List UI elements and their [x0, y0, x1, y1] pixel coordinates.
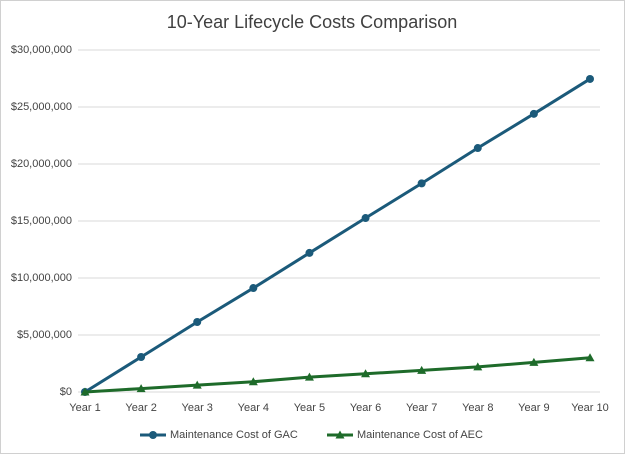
legend-label: Maintenance Cost of AEC	[357, 429, 483, 441]
legend-marker	[149, 431, 157, 439]
y-tick-label: $15,000,000	[11, 215, 72, 227]
x-tick-label: Year 2	[125, 402, 156, 414]
x-tick-label: Year 4	[238, 402, 269, 414]
data-point	[136, 384, 146, 393]
data-point	[361, 214, 370, 223]
x-tick-label: Year 7	[406, 402, 437, 414]
data-point	[417, 365, 427, 374]
data-point	[305, 248, 314, 257]
x-tick-label: Year 10	[571, 402, 609, 414]
y-tick-label: $5,000,000	[17, 329, 72, 341]
data-point	[529, 109, 538, 118]
data-point	[304, 372, 314, 381]
x-tick-label: Year 9	[518, 402, 549, 414]
chart-title: 10-Year Lifecycle Costs Comparison	[167, 12, 457, 32]
data-point	[585, 353, 595, 362]
data-point	[137, 353, 146, 362]
y-tick-label: $30,000,000	[11, 44, 72, 56]
data-point	[361, 369, 371, 378]
data-point	[529, 357, 539, 366]
x-tick-label: Year 3	[182, 402, 213, 414]
x-tick-label: Year 8	[462, 402, 493, 414]
series-line	[84, 77, 591, 394]
x-tick-label: Year 1	[69, 402, 100, 414]
legend-marker	[335, 430, 345, 439]
data-point	[586, 74, 594, 83]
data-point	[249, 284, 258, 293]
data-point	[193, 318, 202, 327]
x-tick-label: Year 5	[294, 402, 325, 414]
y-tick-label: $0	[60, 386, 72, 398]
x-tick-label: Year 6	[350, 402, 381, 414]
data-point	[192, 380, 202, 389]
y-tick-label: $10,000,000	[11, 272, 72, 284]
legend-label: Maintenance Cost of GAC	[170, 429, 298, 441]
data-point	[248, 377, 258, 386]
data-point	[80, 387, 90, 396]
y-tick-label: $20,000,000	[11, 158, 72, 170]
data-point	[473, 362, 483, 371]
series-line	[84, 356, 591, 394]
data-point	[417, 179, 426, 188]
data-point	[473, 144, 482, 153]
y-tick-label: $25,000,000	[11, 101, 72, 113]
